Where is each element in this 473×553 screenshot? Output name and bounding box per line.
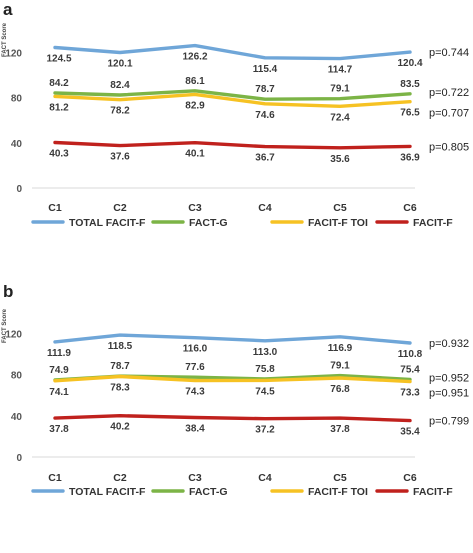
data-label: 78.2 xyxy=(110,106,130,117)
y-tick-label: 0 xyxy=(16,184,22,195)
y-tick-label: 40 xyxy=(11,412,23,423)
data-label: 40.3 xyxy=(49,149,69,160)
data-label: 35.6 xyxy=(330,154,350,165)
x-tick-label: C5 xyxy=(333,202,347,214)
x-tick-label: C4 xyxy=(258,472,272,484)
series-line-total-facit-f xyxy=(53,333,412,345)
data-label: 74.3 xyxy=(185,387,205,398)
panel-b-letter: b xyxy=(3,282,13,301)
data-label: 74.5 xyxy=(255,386,275,397)
x-tick-label: C1 xyxy=(48,472,62,484)
series-line-total-facit-f xyxy=(53,43,412,61)
data-label: 72.4 xyxy=(330,112,350,123)
data-label: 36.9 xyxy=(400,152,420,163)
data-label: 37.8 xyxy=(49,424,69,435)
data-label: 79.1 xyxy=(330,361,350,372)
legend-label-facit-f-toi: FACIT-F TOI xyxy=(308,217,368,229)
y-tick-label: 80 xyxy=(11,371,23,382)
x-tick-label: C6 xyxy=(403,202,417,214)
data-label: 76.8 xyxy=(330,384,350,395)
p-value-total-facit-f: p=0.932 xyxy=(429,338,469,350)
x-tick-label: C3 xyxy=(188,472,202,484)
data-label: 74.6 xyxy=(255,110,275,121)
data-label: 124.5 xyxy=(46,53,71,64)
legend-label-total-facit-f: TOTAL FACIT-F xyxy=(69,217,146,229)
data-label: 113.0 xyxy=(253,347,278,358)
legend-label-fact-g: FACT-G xyxy=(189,217,228,229)
panel-a-letter: a xyxy=(3,0,13,19)
data-label: 78.7 xyxy=(110,361,130,372)
y-tick-label: 0 xyxy=(16,453,22,464)
data-label: 116.9 xyxy=(328,343,353,354)
data-label: 84.2 xyxy=(49,78,69,89)
data-label: 83.5 xyxy=(400,79,420,90)
panel-b-y-axis-label: FACT Score xyxy=(2,308,8,343)
y-tick-label: 120 xyxy=(5,330,22,341)
x-tick-label: C2 xyxy=(113,472,127,484)
p-value-facit-f-toi: p=0.707 xyxy=(429,108,469,120)
p-value-fact-g: p=0.722 xyxy=(429,87,469,99)
data-label: 74.9 xyxy=(49,365,69,376)
data-label: 120.4 xyxy=(397,58,422,69)
data-label: 120.1 xyxy=(107,58,132,69)
x-tick-label: C6 xyxy=(403,472,417,484)
panel-a: a FACT Score 0 40 80 120 C1 C2 C3 C4 C5 C6 124.5 12… xyxy=(2,0,469,229)
series-line-facit-f-toi xyxy=(53,92,412,109)
data-label: 118.5 xyxy=(108,341,133,352)
p-value-total-facit-f: p=0.744 xyxy=(429,47,469,59)
p-value-facit-f: p=0.799 xyxy=(429,416,469,428)
data-label: 37.8 xyxy=(330,424,350,435)
data-label: 115.4 xyxy=(253,64,278,75)
data-label: 81.2 xyxy=(49,102,69,113)
legend-label-facit-f-toi: FACIT-F TOI xyxy=(308,486,368,498)
data-label: 111.9 xyxy=(47,348,71,359)
data-label: 40.1 xyxy=(185,149,205,160)
data-label: 37.6 xyxy=(110,152,130,163)
y-tick-label: 40 xyxy=(11,139,23,150)
data-label: 74.1 xyxy=(49,387,69,398)
data-label: 75.8 xyxy=(255,364,275,375)
x-tick-label: C3 xyxy=(188,202,202,214)
x-tick-label: C5 xyxy=(333,472,347,484)
data-label: 79.1 xyxy=(330,84,350,95)
data-label: 116.0 xyxy=(183,344,208,355)
data-label: 37.2 xyxy=(255,425,275,436)
series-line-facit-f xyxy=(53,140,412,150)
x-tick-label: C4 xyxy=(258,202,272,214)
data-label: 76.5 xyxy=(400,108,420,119)
data-label: 82.4 xyxy=(110,80,130,91)
data-label: 86.1 xyxy=(185,76,205,87)
series-line-facit-f-toi xyxy=(53,374,412,384)
data-label: 78.3 xyxy=(110,382,130,393)
legend-label-facit-f: FACIT-F xyxy=(413,217,453,229)
x-tick-label: C2 xyxy=(113,202,127,214)
legend-label-facit-f: FACIT-F xyxy=(413,486,453,498)
data-label: 35.4 xyxy=(400,427,420,438)
data-label: 82.9 xyxy=(185,100,205,111)
p-value-fact-g: p=0.952 xyxy=(429,372,469,384)
p-value-facit-f: p=0.805 xyxy=(429,141,469,153)
panel-b: b FACT Score 0 40 80 120 C1 C2 C3 C4 C5 C6 111.9 11… xyxy=(2,282,469,498)
panel-a-y-axis-label: FACT Score xyxy=(2,22,8,57)
data-label: 110.8 xyxy=(398,349,423,360)
x-tick-label: C1 xyxy=(48,202,62,214)
y-tick-label: 120 xyxy=(5,49,22,60)
data-label: 114.7 xyxy=(328,65,353,76)
data-label: 78.7 xyxy=(255,84,275,95)
y-tick-label: 80 xyxy=(11,94,23,105)
legend-label-fact-g: FACT-G xyxy=(189,486,228,498)
legend-label-total-facit-f: TOTAL FACIT-F xyxy=(69,486,146,498)
data-label: 75.4 xyxy=(400,364,420,375)
series-line-fact-g xyxy=(53,89,412,101)
data-label: 40.2 xyxy=(110,422,130,433)
data-label: 38.4 xyxy=(185,424,205,435)
data-label: 77.6 xyxy=(185,362,205,373)
data-label: 36.7 xyxy=(255,153,275,164)
p-value-facit-f-toi: p=0.951 xyxy=(429,388,469,400)
data-label: 73.3 xyxy=(400,388,420,399)
series-line-facit-f xyxy=(53,414,412,423)
data-label: 126.2 xyxy=(182,52,207,63)
